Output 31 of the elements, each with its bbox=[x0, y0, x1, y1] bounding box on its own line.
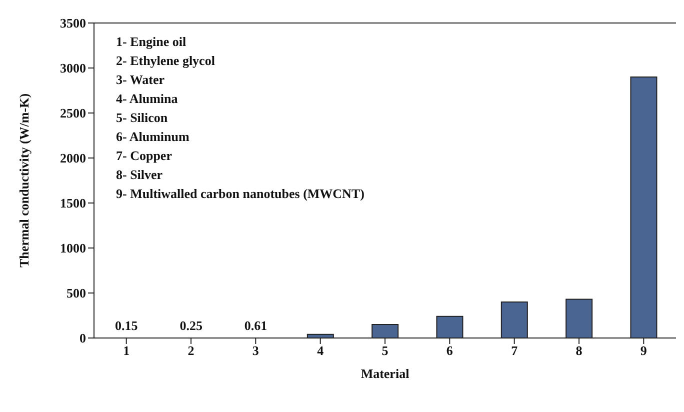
data-label: 0.25 bbox=[180, 318, 203, 333]
annotation: 7- Copper bbox=[116, 147, 173, 165]
y-tick-label: 3000 bbox=[60, 60, 86, 76]
x-tick-label: 3 bbox=[252, 343, 260, 358]
x-tick-label: 5 bbox=[382, 343, 389, 358]
annotation: 9- Multiwalled carbon nanotubes (MWCNT) bbox=[116, 185, 364, 203]
x-tick-label: 9 bbox=[640, 343, 648, 358]
annotation: 1- Engine oil bbox=[116, 33, 188, 51]
annotation: 3- Water bbox=[116, 71, 166, 89]
annotation: 6- Aluminum bbox=[116, 128, 190, 146]
y-tick-label: 2500 bbox=[60, 106, 86, 121]
annotation: 8- Silver bbox=[116, 166, 164, 184]
y-tick-label: 0 bbox=[80, 330, 86, 346]
x-tick-label: 4 bbox=[317, 343, 324, 358]
annotation: 5- Silicon bbox=[116, 109, 169, 127]
x-tick-label: 8 bbox=[576, 343, 583, 358]
x-tick-label: 7 bbox=[511, 343, 518, 358]
x-tick-label: 1 bbox=[123, 343, 130, 358]
y-tick-label: 3500 bbox=[60, 16, 86, 31]
annotation: 4- Alumina bbox=[116, 90, 179, 108]
data-label: 0.61 bbox=[244, 318, 268, 333]
y-axis-title: Thermal conductivity (W/m-K) bbox=[16, 93, 32, 268]
data-label: 0.15 bbox=[115, 318, 138, 333]
y-tick-label: 1500 bbox=[60, 196, 86, 211]
x-axis-title: Material bbox=[360, 366, 410, 381]
y-tick-label: 500 bbox=[66, 286, 86, 301]
y-tick-label: 1000 bbox=[60, 240, 86, 256]
y-tick-label: 2000 bbox=[60, 150, 86, 166]
annotation: 2- Ethylene glycol bbox=[116, 52, 216, 70]
x-tick-label: 6 bbox=[446, 343, 454, 358]
x-tick-label: 2 bbox=[188, 343, 194, 358]
